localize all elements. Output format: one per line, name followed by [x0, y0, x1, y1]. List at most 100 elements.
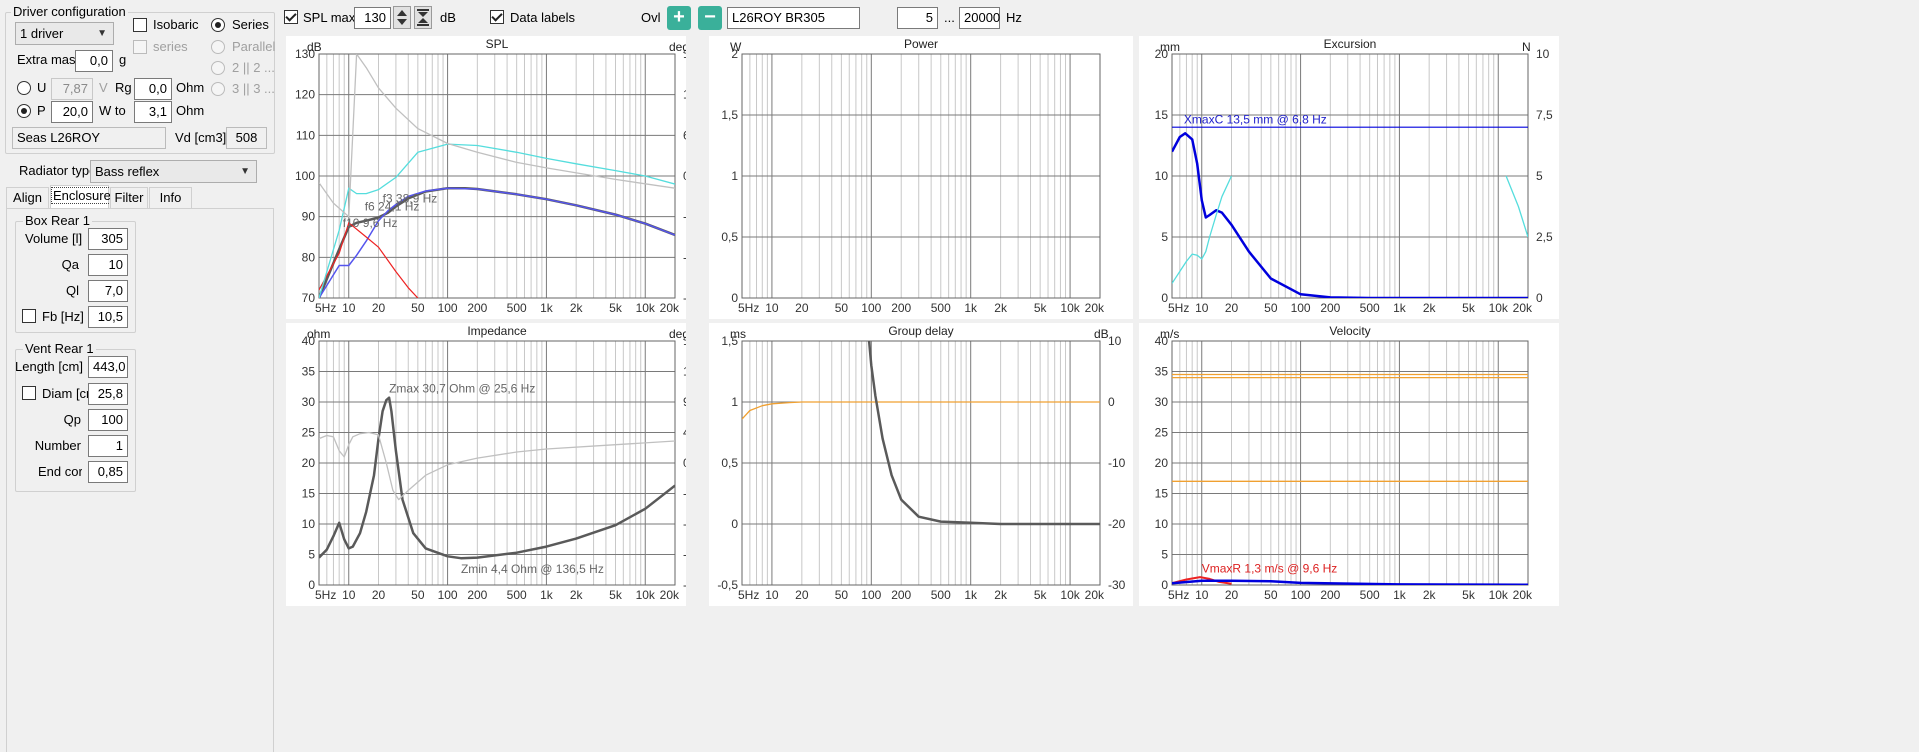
y2-tick-label: -20: [1108, 517, 1126, 531]
y-tick-label: 110: [296, 128, 315, 142]
y-tick-label: 1,5: [721, 108, 738, 122]
series-radio[interactable]: [211, 18, 225, 32]
series-sub-checkbox[interactable]: [133, 40, 147, 54]
excursion-plot[interactable]: 20 15 10 5 0 10 7,5 5 2,5 0 5Hz 10 20 50 100 200 500 1k 2k…: [1139, 36, 1559, 319]
tab-align[interactable]: Align: [6, 187, 49, 209]
volume-label: Volume [l]: [25, 231, 83, 246]
extra-mass-input[interactable]: 0,0: [75, 50, 113, 72]
collapse-icon: [417, 9, 429, 26]
volume-input[interactable]: 305: [88, 228, 128, 250]
x-tick-label: 5k: [609, 301, 623, 315]
tab-filter[interactable]: Filter: [110, 187, 148, 209]
opt-2x2-radio[interactable]: [211, 61, 225, 75]
p-input[interactable]: 20,0: [51, 101, 93, 123]
u-input[interactable]: 7,87: [51, 78, 93, 100]
y-tick-label: 0: [308, 578, 315, 592]
fb-label: Fb [Hz]: [42, 309, 84, 324]
spl-max-input[interactable]: 130: [354, 7, 391, 29]
annotation-label: VmaxR 1,3 m/s @ 9,6 Hz: [1202, 561, 1338, 575]
spl-stepper-button[interactable]: [393, 6, 411, 29]
chart-title: Group delay: [888, 324, 953, 338]
x-tick-label: 1k: [540, 588, 554, 602]
x-tick-label: 200: [891, 301, 911, 315]
y-tick-label: 15: [1155, 108, 1169, 122]
freq-max-input[interactable]: 20000: [959, 7, 1000, 29]
x-tick-label: 5Hz: [315, 301, 336, 315]
length-input[interactable]: 443,0: [88, 356, 128, 378]
chart-title: Velocity: [1329, 324, 1370, 338]
y-tick-label: 35: [1155, 365, 1169, 379]
y2-tick-label: -180: [683, 291, 686, 305]
power-plot[interactable]: 2 1,5 1 0,5 0 5Hz 10 20 50 100 200 500 1k 2k 5k 10k 20k P…: [709, 36, 1133, 319]
qa-input[interactable]: 10: [88, 254, 128, 276]
x-tick-label: 2k: [570, 588, 584, 602]
isobaric-checkbox[interactable]: [133, 18, 147, 32]
impedance-plot[interactable]: 403530252015105018013590450-45-90-135-18…: [286, 323, 707, 606]
y-tick-label: 15: [1155, 487, 1169, 501]
overlay-remove-button[interactable]: −: [698, 6, 722, 30]
x-tick-label: 20k: [660, 588, 680, 602]
rg-unit: Ohm: [176, 80, 205, 95]
u-radio[interactable]: [17, 81, 31, 95]
x-tick-label: 500: [1360, 588, 1380, 602]
y2-tick-label: 7,5: [1536, 108, 1553, 122]
y-unit-label: W: [730, 40, 742, 54]
spl-unit: dB: [440, 10, 456, 25]
opt-3x3-radio[interactable]: [211, 82, 225, 96]
tab-enclosure[interactable]: Enclosure: [50, 185, 113, 209]
project-name-input[interactable]: L26ROY BR305: [727, 7, 860, 29]
annotation-label: Zmin 4,4 Ohm @ 136,5 Hz: [461, 562, 604, 576]
spl-plot[interactable]: 130120110100908070180120600-60-120-1805H…: [286, 36, 707, 319]
tab-info[interactable]: Info: [149, 187, 192, 209]
velocity-plot[interactable]: 40 35 30 25 20 15 10 5 0 5Hz 10 20 50 100 200 500 1k 2k 5k…: [1139, 323, 1559, 606]
spl-reset-button[interactable]: [414, 6, 432, 29]
y2-tick-label: 0: [683, 169, 686, 183]
end-corr-input[interactable]: 0,85: [88, 461, 128, 483]
y-tick-label: 30: [1155, 395, 1169, 409]
data-labels-checkbox[interactable]: [490, 10, 504, 24]
series-line: [867, 341, 1100, 526]
x-tick-label: 10k: [636, 588, 656, 602]
overlay-add-button[interactable]: +: [667, 6, 691, 30]
x-tick-label: 100: [438, 301, 458, 315]
x-tick-label: 500: [1360, 301, 1380, 315]
vd-label: Vd [cm3]: [175, 130, 227, 145]
annotation-label: f10 9,6 Hz: [343, 216, 398, 230]
minus-icon: −: [704, 6, 716, 28]
y-tick-label: 90: [302, 210, 316, 224]
driver-config-title: Driver configuration: [11, 4, 128, 19]
spl-max-checkbox[interactable]: [284, 10, 298, 24]
qp-input[interactable]: 100: [88, 409, 128, 431]
y-tick-label: 40: [302, 334, 316, 348]
number-input[interactable]: 1: [88, 435, 128, 457]
freq-min-input[interactable]: 5: [897, 7, 938, 29]
y-tick-label: 100: [295, 169, 315, 183]
y-tick-label: 120: [295, 88, 315, 102]
driver-name-field[interactable]: Seas L26ROY: [12, 127, 166, 149]
y2-unit-label: deg: [669, 327, 686, 341]
y-tick-label: 2: [731, 47, 738, 61]
x-tick-label: 20: [795, 588, 809, 602]
diam-checkbox[interactable]: [22, 386, 36, 400]
annotation-label: f6 24,1 Hz: [365, 200, 420, 214]
x-tick-label: 500: [931, 301, 951, 315]
annotation-label: XmaxC 13,5 mm @ 6,8 Hz: [1184, 113, 1327, 127]
diam-input[interactable]: 25,8: [88, 383, 128, 405]
rg-input[interactable]: 0,0: [134, 78, 172, 100]
y-tick-label: 1,5: [721, 334, 738, 348]
ql-input[interactable]: 7,0: [88, 280, 128, 302]
w-to-input[interactable]: 3,1: [134, 101, 172, 123]
p-radio[interactable]: [17, 104, 31, 118]
tab-enclosure-label: Enclosure: [51, 187, 113, 204]
fb-checkbox[interactable]: [22, 309, 36, 323]
x-tick-label: 10: [765, 301, 779, 315]
driver-count-select[interactable]: 1 driver ▼: [15, 22, 114, 45]
parallel-radio[interactable]: [211, 40, 225, 54]
group-delay-plot[interactable]: 1,5 1 0,5 0 -0,5 10 0 -10 -20 -30 5Hz 10 20 50 100 200 5…: [709, 323, 1133, 606]
radiator-type-select[interactable]: Bass reflex ▼: [90, 160, 257, 183]
vent-rear-title: Vent Rear 1: [23, 341, 96, 356]
ovl-label: Ovl: [641, 10, 661, 25]
x-tick-label: 20: [372, 588, 386, 602]
fb-input[interactable]: 10,5: [88, 306, 128, 328]
x-tick-label: 20k: [660, 301, 680, 315]
